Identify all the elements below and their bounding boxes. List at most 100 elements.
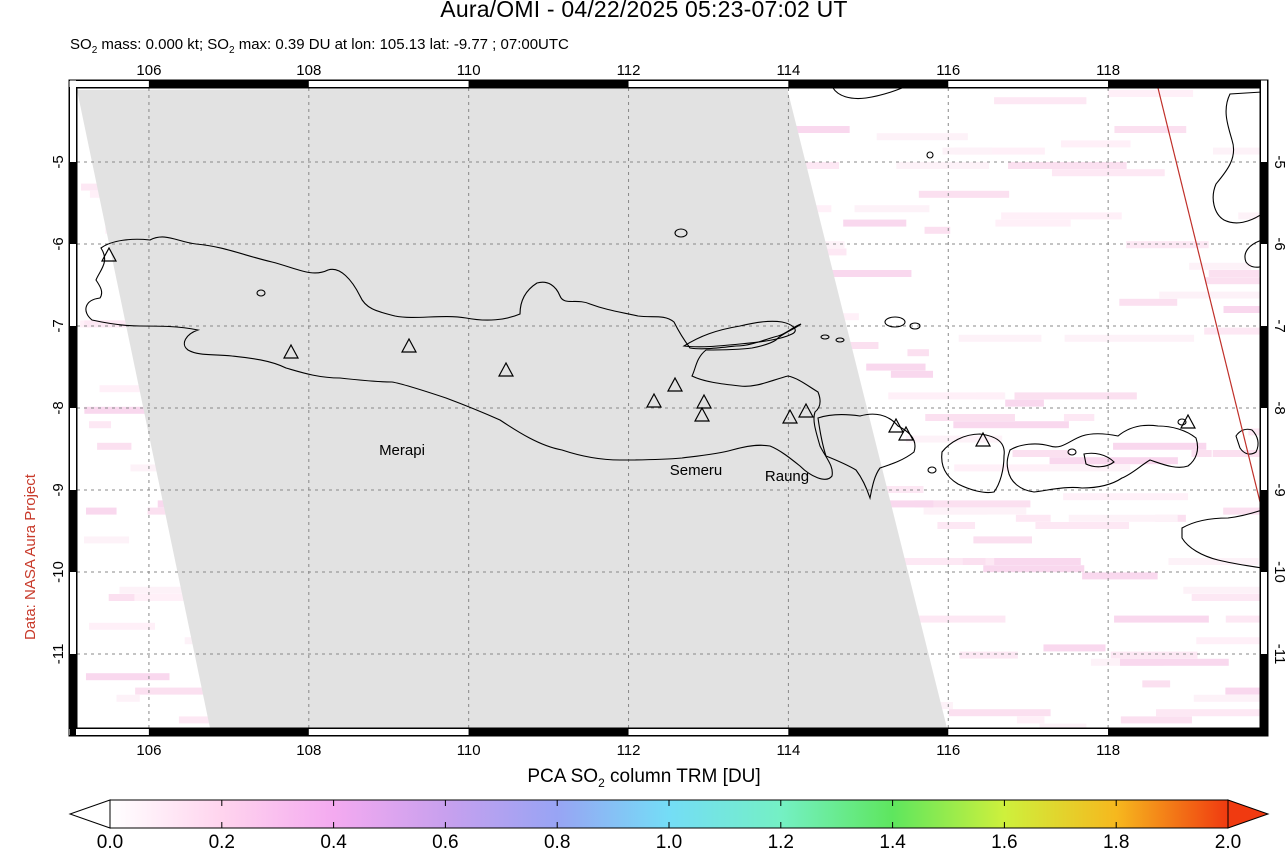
retrieval-pixel (1016, 716, 1045, 724)
volcano-triangle (695, 393, 713, 409)
latitude-label: -11 (50, 644, 67, 665)
border-mark (69, 81, 149, 87)
colorbar-tick-label: 0.2 (208, 832, 236, 853)
longitude-label: 110 (457, 62, 481, 79)
retrieval-pixel (896, 162, 989, 169)
border-mark (70, 572, 76, 654)
retrieval-pixel (97, 442, 132, 450)
retrieval-pixel (962, 558, 986, 565)
latitude-label: -8 (1271, 401, 1288, 414)
retrieval-pixel (854, 205, 930, 213)
retrieval-pixel (1168, 558, 1259, 565)
retrieval-pixel (116, 694, 140, 702)
retrieval-pixel (1082, 572, 1158, 580)
retrieval-pixel (1015, 514, 1051, 522)
retrieval-pixel (1212, 147, 1260, 155)
retrieval-pixel (1159, 291, 1260, 299)
volcano-triangle (693, 406, 711, 422)
retrieval-pixel (1196, 637, 1260, 645)
colorbar-tick-label: 0.8 (543, 832, 571, 853)
longitude-labels-top: 106 108 110 112 114 116 118 (136, 62, 1120, 79)
retrieval-pixel (1049, 457, 1178, 465)
retrieval-pixel (907, 349, 929, 357)
retrieval-pixel (85, 673, 170, 681)
retrieval-pixel (1191, 594, 1260, 601)
border-mark (1261, 490, 1267, 572)
retrieval-pixel (911, 615, 1006, 623)
retrieval-pixel (1108, 90, 1194, 97)
retrieval-pixel (1113, 442, 1207, 450)
retrieval-pixel (1225, 687, 1260, 695)
colorbar-tick-label: 1.2 (767, 832, 795, 853)
longitude-label: 106 (136, 62, 161, 79)
retrieval-pixel (1205, 277, 1260, 285)
retrieval-pixel (1204, 327, 1260, 335)
border-mark (70, 244, 76, 326)
longitude-label: 114 (776, 742, 800, 759)
colorbar-tick-label: 0.4 (320, 832, 347, 853)
retrieval-pixel (89, 421, 112, 429)
latitude-label: -11 (1271, 644, 1288, 665)
border-mark (948, 729, 1109, 735)
retrieval-pixel (1225, 615, 1260, 623)
border-mark (1261, 572, 1267, 654)
border-mark (1108, 729, 1268, 735)
border-mark (468, 81, 629, 87)
volcano-triangle (897, 425, 915, 441)
volcano-triangle (666, 376, 684, 392)
border-mark (788, 81, 949, 87)
border-mark (1261, 654, 1267, 736)
longitude-label: 116 (936, 62, 960, 79)
colorbar-tick-label: 0.6 (432, 832, 459, 853)
latitude-labels-right: -5 -6 -7 -8 -9 -10 -11 (1271, 155, 1288, 664)
colorbar-tick-label: 1.8 (1102, 832, 1130, 853)
retrieval-pixel (1014, 392, 1137, 400)
longitude-label: 118 (1096, 742, 1120, 759)
retrieval-pixel (1060, 140, 1131, 148)
volcano-triangle (100, 246, 118, 262)
border-mark (148, 81, 309, 87)
volcano-triangle (1179, 413, 1197, 429)
volcano-label-semeru: Semeru (670, 462, 723, 479)
retrieval-pixel (925, 414, 1015, 421)
latitude-label: -10 (50, 561, 67, 583)
colorbar-title: PCA SO2 column TRM [DU] (527, 766, 761, 790)
volcano-label-merapi: Merapi (379, 442, 425, 459)
retrieval-pixel (1142, 680, 1171, 688)
retrieval-pixel (954, 464, 1050, 472)
retrieval-pixel (1223, 306, 1260, 313)
border-mark (308, 81, 469, 87)
longitude-label: 112 (617, 62, 641, 79)
volcano-triangle (282, 343, 300, 359)
retrieval-pixel (1183, 586, 1260, 594)
latitude-label: -9 (1271, 483, 1288, 496)
retrieval-pixel (905, 435, 1003, 443)
retrieval-pixel (994, 97, 1087, 105)
retrieval-pixel (1114, 615, 1209, 623)
retrieval-pixel (1120, 658, 1229, 666)
border-mark (1261, 326, 1267, 408)
border-mark (70, 490, 76, 572)
retrieval-pixel (84, 536, 130, 544)
retrieval-pixel (1191, 450, 1212, 457)
border-mark (628, 729, 789, 735)
longitude-label: 110 (457, 742, 481, 759)
border-mark (308, 729, 469, 735)
retrieval-pixel (1001, 212, 1122, 220)
latitude-label: -9 (50, 483, 67, 496)
border-mark (148, 729, 309, 735)
retrieval-pixel (1043, 644, 1106, 652)
retrieval-pixel (1068, 514, 1178, 522)
border-mark (69, 729, 149, 735)
volcano-triangle (797, 402, 815, 418)
colorbar-tick-label: 1.0 (655, 832, 683, 853)
retrieval-pixel (89, 622, 155, 630)
page-title: Aura/OMI - 04/22/2025 05:23-07:02 UT (440, 0, 848, 22)
volcano-markers (100, 246, 1197, 447)
retrieval-pixel (954, 147, 1045, 155)
retrieval-pixel (973, 558, 1081, 565)
retrieval-pixel (1064, 334, 1195, 342)
volcano-label-raung: Raung (765, 468, 809, 485)
latitude-label: -6 (1271, 237, 1288, 250)
